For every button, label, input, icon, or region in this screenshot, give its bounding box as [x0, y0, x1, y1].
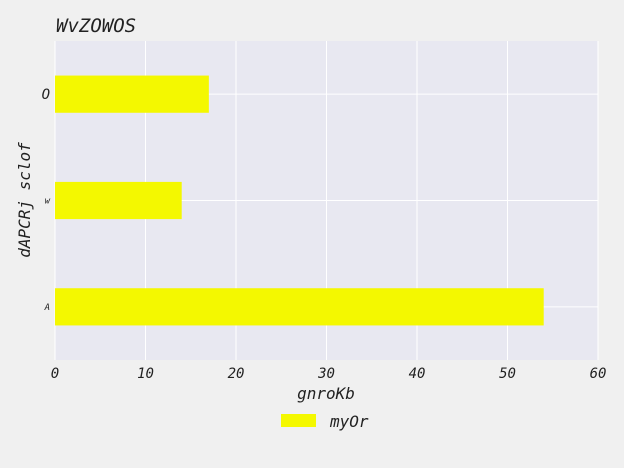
- bar-O: [55, 75, 209, 113]
- x-axis-label: gnroKb: [297, 384, 355, 403]
- legend-swatch: [281, 414, 316, 427]
- x-tick-label: 10: [137, 366, 154, 382]
- x-tick-label: 0: [51, 366, 59, 382]
- x-tick-label: 20: [228, 366, 245, 382]
- y-tick-label: w: [45, 197, 51, 207]
- legend-label: myOr: [329, 412, 369, 431]
- y-tick-label: O: [42, 87, 50, 103]
- y-axis-label: dAPCRj sclof: [15, 142, 34, 258]
- x-tick-label: 30: [317, 366, 335, 382]
- bar-A: [55, 288, 544, 326]
- y-tick-labels: Aw O: [42, 87, 51, 313]
- chart-title: WvZOWOS: [56, 15, 136, 37]
- x-tick-label: 40: [409, 366, 426, 382]
- x-tick-labels: 0 10 20 30 40 50 60: [51, 366, 607, 382]
- bars: [55, 75, 544, 326]
- x-tick-label: 60: [590, 366, 607, 382]
- legend: myOr: [281, 412, 369, 431]
- bar-w: [55, 181, 182, 220]
- y-tick-label: A: [44, 303, 50, 313]
- x-tick-label: 50: [499, 366, 516, 382]
